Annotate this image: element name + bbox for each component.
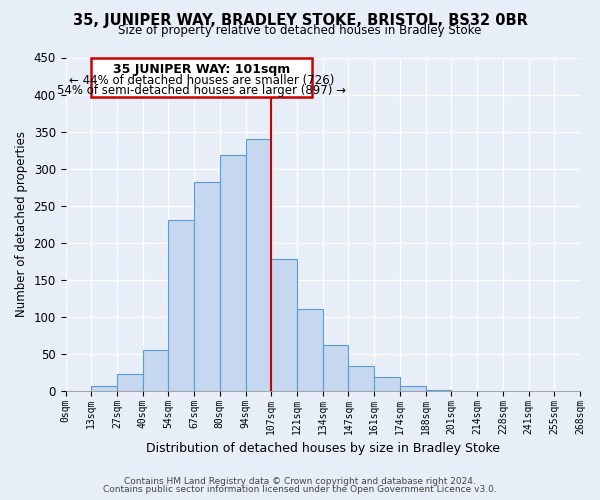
Text: Contains public sector information licensed under the Open Government Licence v3: Contains public sector information licen… — [103, 484, 497, 494]
Text: 35, JUNIPER WAY, BRADLEY STOKE, BRISTOL, BS32 0BR: 35, JUNIPER WAY, BRADLEY STOKE, BRISTOL,… — [73, 12, 527, 28]
Text: 54% of semi-detached houses are larger (897) →: 54% of semi-detached houses are larger (… — [58, 84, 346, 97]
Bar — [220, 156, 245, 391]
Bar — [91, 386, 117, 391]
Bar — [297, 310, 323, 391]
Bar — [323, 345, 349, 391]
Bar — [271, 259, 297, 391]
Text: 35 JUNIPER WAY: 101sqm: 35 JUNIPER WAY: 101sqm — [113, 62, 290, 76]
Bar — [117, 374, 143, 391]
Bar — [245, 139, 271, 391]
Bar — [349, 366, 374, 391]
FancyBboxPatch shape — [91, 58, 313, 97]
Bar — [400, 386, 425, 391]
X-axis label: Distribution of detached houses by size in Bradley Stoke: Distribution of detached houses by size … — [146, 442, 500, 455]
Bar — [194, 182, 220, 391]
Y-axis label: Number of detached properties: Number of detached properties — [15, 131, 28, 317]
Text: Size of property relative to detached houses in Bradley Stoke: Size of property relative to detached ho… — [118, 24, 482, 37]
Bar — [169, 220, 194, 391]
Bar — [425, 390, 451, 391]
Text: Contains HM Land Registry data © Crown copyright and database right 2024.: Contains HM Land Registry data © Crown c… — [124, 477, 476, 486]
Bar — [374, 376, 400, 391]
Bar — [143, 350, 169, 391]
Text: ← 44% of detached houses are smaller (726): ← 44% of detached houses are smaller (72… — [69, 74, 335, 87]
